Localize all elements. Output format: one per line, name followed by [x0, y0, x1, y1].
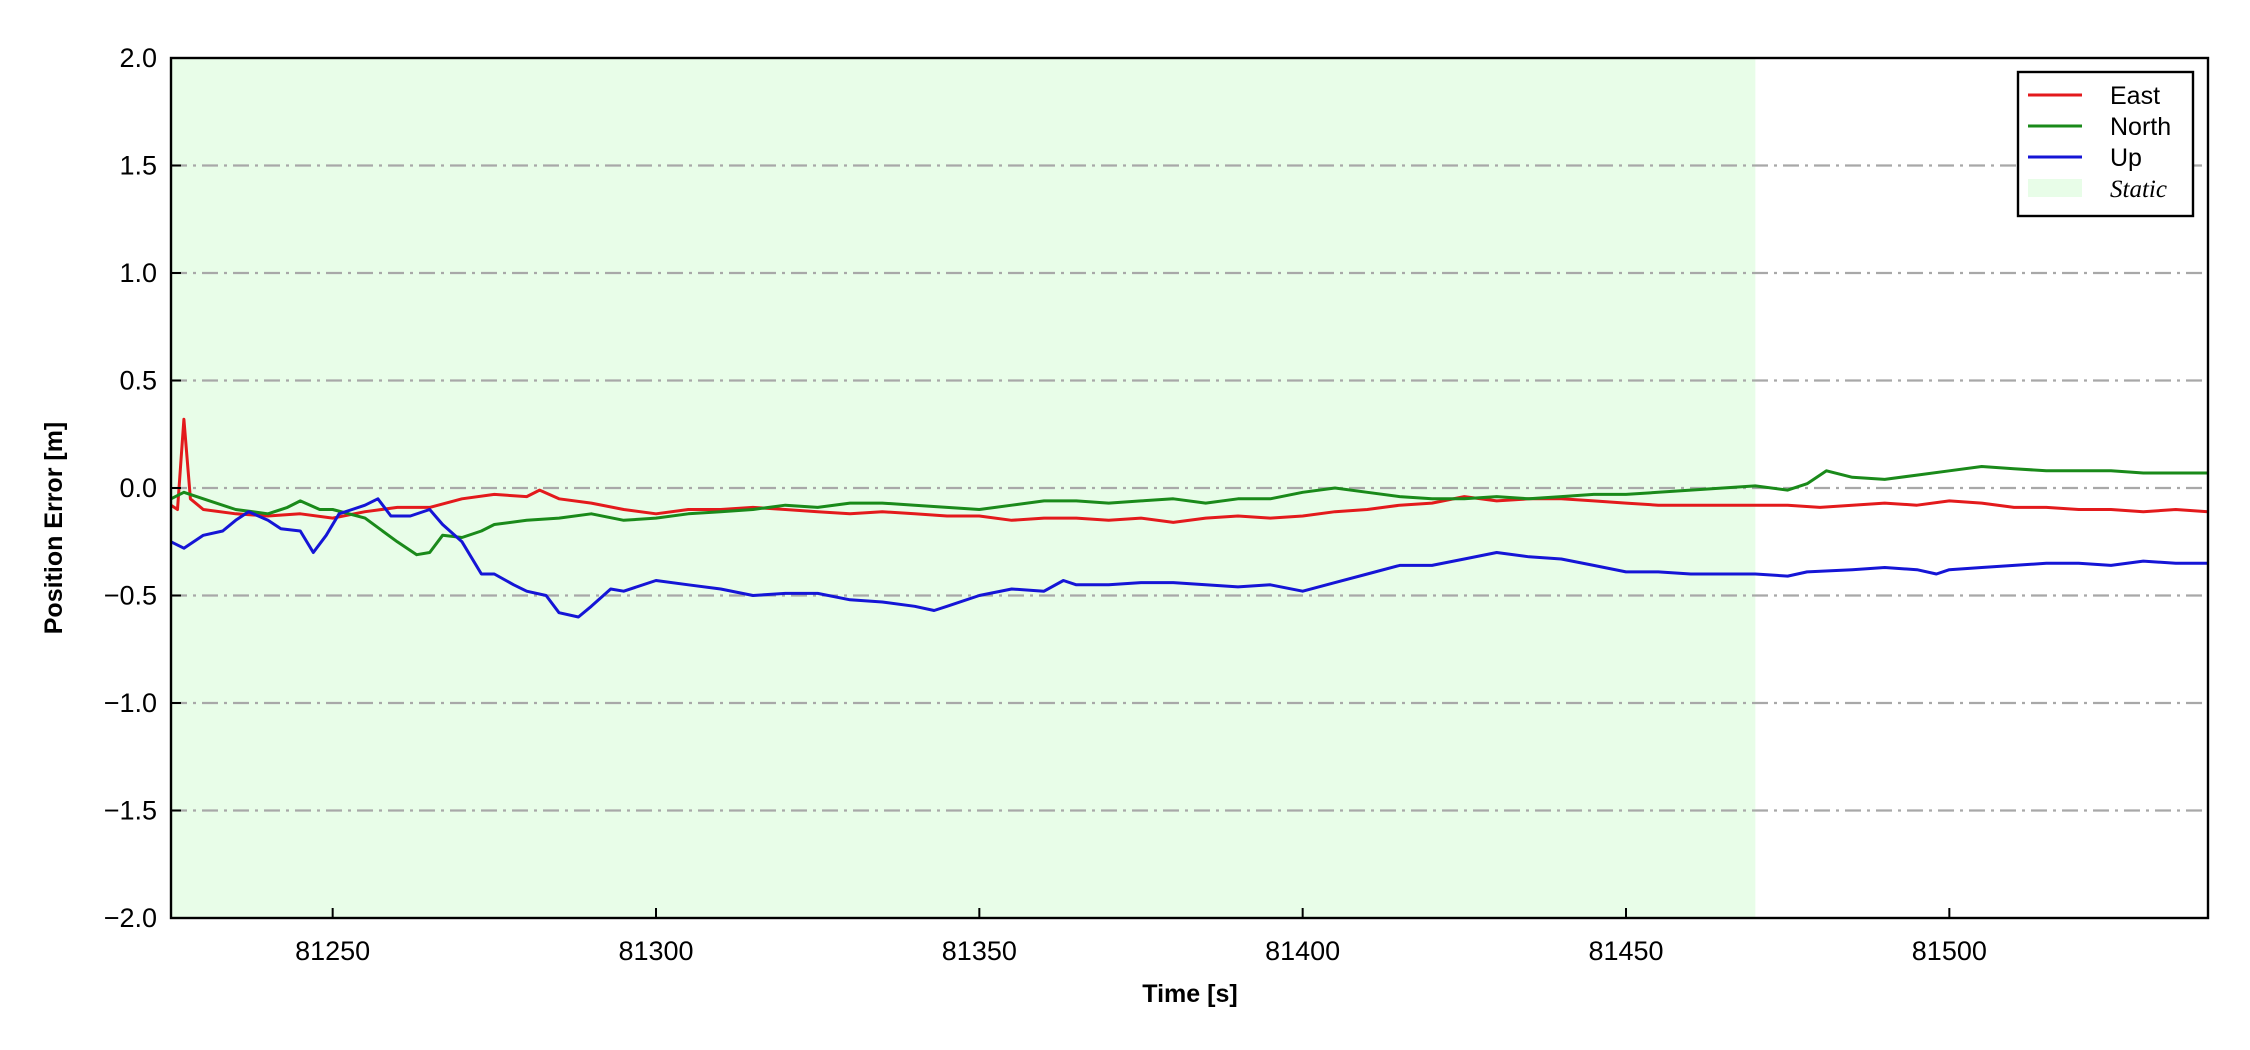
y-tick-label: 1.0 — [119, 258, 157, 288]
y-tick-label: 0.0 — [119, 473, 157, 503]
plot-area: 2.0 1.5 1.0 0.5 0.0 −0.5 −1.0 −1.5 −2.0 81250 8130… — [104, 43, 2210, 966]
x-tick-label: 81300 — [618, 936, 693, 966]
y-tick-label: 0.5 — [119, 366, 157, 396]
y-tick-label: 1.5 — [119, 151, 157, 181]
y-tick-label: −0.5 — [104, 581, 157, 611]
legend-label-east: East — [2110, 82, 2160, 110]
series-line-up — [170, 497, 2208, 619]
static-shaded-region — [171, 58, 1756, 918]
x-tick-label: 81250 — [295, 936, 370, 966]
series-line-east — [170, 417, 2209, 524]
y-tick-label: −1.5 — [104, 796, 157, 826]
legend-swatch-static — [2028, 179, 2082, 197]
x-axis-title: Time [s] — [1142, 980, 1237, 1008]
legend-label-static: Static — [2110, 176, 2167, 203]
x-tick-label: 81400 — [1265, 936, 1340, 966]
x-tick-label: 81500 — [1912, 936, 1987, 966]
x-tick-label: 81450 — [1588, 936, 1663, 966]
y-axis-title: Position Error [m] — [40, 422, 68, 635]
y-tick-label: 2.0 — [119, 43, 157, 73]
y-tick-label: −2.0 — [104, 903, 157, 933]
legend-label-north: North — [2110, 113, 2171, 141]
legend-label-up: Up — [2110, 144, 2142, 172]
legend: East North Up Static — [2016, 70, 2195, 218]
x-tick-label: 81350 — [942, 936, 1017, 966]
y-tick-label: −1.0 — [104, 688, 157, 718]
series-line-north — [170, 465, 2208, 557]
